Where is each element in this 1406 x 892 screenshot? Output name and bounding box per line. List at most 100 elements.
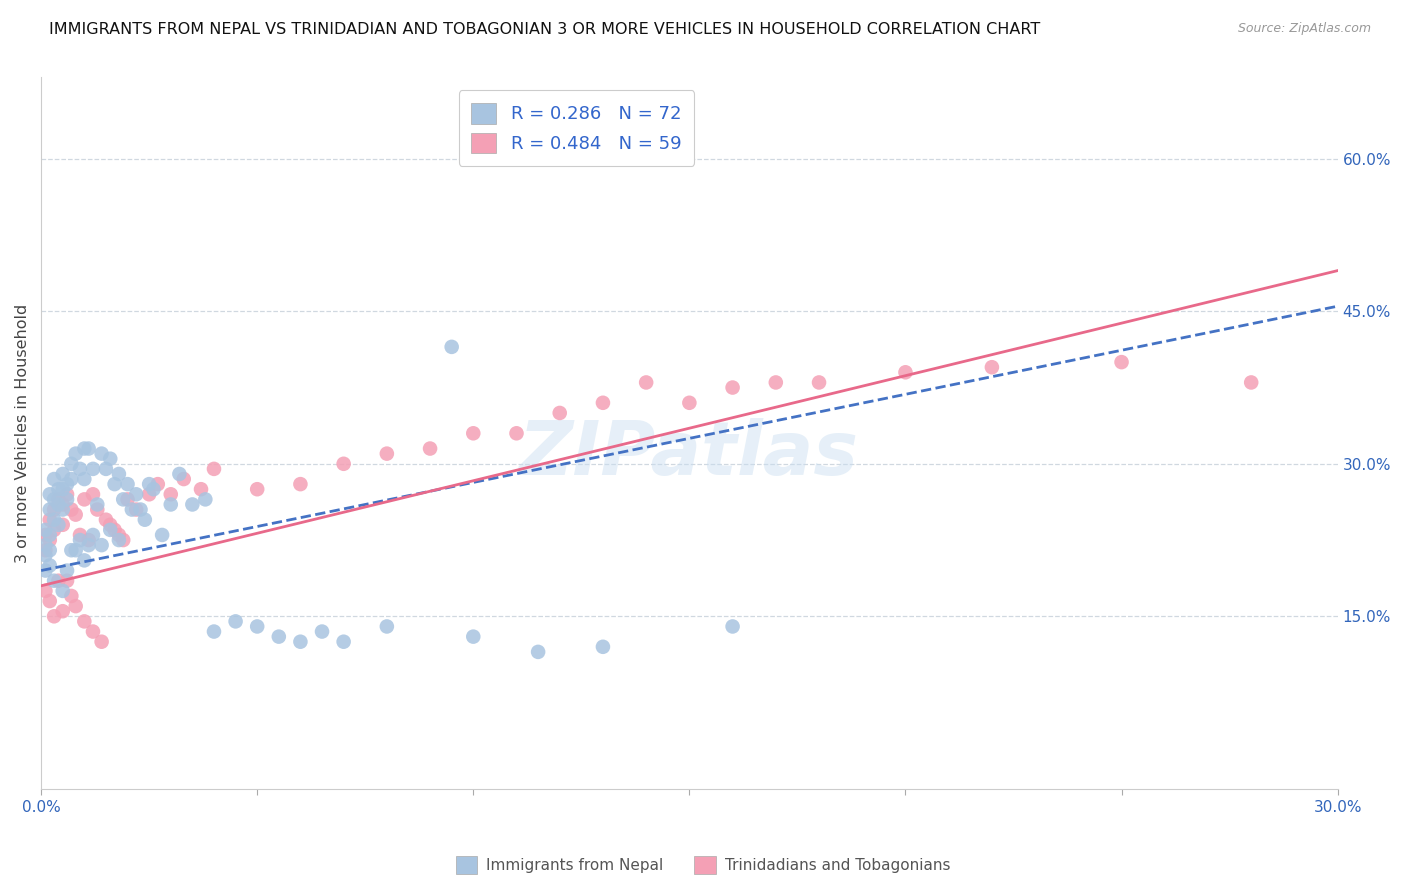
Point [38,594,60,608]
Point [34,549,56,563]
Text: IMMIGRANTS FROM NEPAL VS TRINIDADIAN AND TOBAGONIAN 3 OR MORE VEHICLES IN HOUSEH: IMMIGRANTS FROM NEPAL VS TRINIDADIAN AND… [49,22,1040,37]
Point [38,533,60,547]
Point [112,492,135,507]
Point [77,442,100,456]
Point [1240,376,1263,390]
Point [94,462,117,476]
Point [419,442,441,456]
Point [86,502,108,516]
Point [808,376,831,390]
Point [94,513,117,527]
Point [181,498,204,512]
Point [34,538,56,552]
Point [73,615,96,629]
Point [311,624,333,639]
Point [98,517,121,532]
Point [246,619,269,633]
Point [52,482,75,496]
Point [82,528,104,542]
Point [121,502,143,516]
Point [98,451,121,466]
Point [202,624,225,639]
Point [56,564,79,578]
Point [48,498,70,512]
Point [48,482,70,496]
Point [73,553,96,567]
Point [77,538,100,552]
Point [42,502,65,516]
Point [375,447,398,461]
Point [463,630,485,644]
Point [721,619,744,633]
Point [38,487,60,501]
Point [38,543,60,558]
Point [82,462,104,476]
Point [225,615,247,629]
Point [332,634,354,648]
Point [332,457,354,471]
Point [34,523,56,537]
Point [82,624,104,639]
Point [636,376,658,390]
Point [194,492,217,507]
Point [77,533,100,547]
Point [125,487,148,501]
Point [48,517,70,532]
Y-axis label: 3 or more Vehicles in Household: 3 or more Vehicles in Household [15,303,30,563]
Point [52,583,75,598]
Point [138,487,160,501]
Point [117,492,139,507]
Point [42,513,65,527]
Point [103,523,125,537]
Point [267,630,290,644]
Point [69,462,91,476]
Point [42,574,65,588]
Point [38,502,60,516]
Point [90,447,112,461]
Point [150,528,173,542]
Point [134,513,156,527]
Point [52,498,75,512]
Point [125,502,148,516]
Point [138,477,160,491]
Point [34,564,56,578]
Point [60,502,83,516]
Point [42,492,65,507]
Point [108,533,131,547]
Point [34,528,56,542]
Point [527,645,550,659]
Point [52,502,75,516]
Point [56,487,79,501]
Point [592,640,614,654]
Point [108,467,131,481]
Point [60,543,83,558]
Point [190,482,212,496]
Point [173,472,195,486]
Point [60,472,83,486]
Point [48,574,70,588]
Point [112,533,135,547]
Point [42,472,65,486]
Point [159,487,181,501]
Point [894,365,917,379]
Point [678,396,700,410]
Point [56,574,79,588]
Legend: R = 0.286   N = 72, R = 0.484   N = 59: R = 0.286 N = 72, R = 0.484 N = 59 [458,90,695,166]
Point [548,406,571,420]
Point [34,583,56,598]
Point [38,513,60,527]
Point [90,538,112,552]
Point [505,426,527,441]
Point [117,477,139,491]
Point [980,360,1002,375]
Point [290,634,312,648]
Point [65,447,87,461]
Point [69,533,91,547]
Point [65,508,87,522]
Point [146,477,169,491]
Legend: Immigrants from Nepal, Trinidadians and Tobagonians: Immigrants from Nepal, Trinidadians and … [450,850,956,880]
Point [38,528,60,542]
Point [38,558,60,573]
Point [56,477,79,491]
Point [52,467,75,481]
